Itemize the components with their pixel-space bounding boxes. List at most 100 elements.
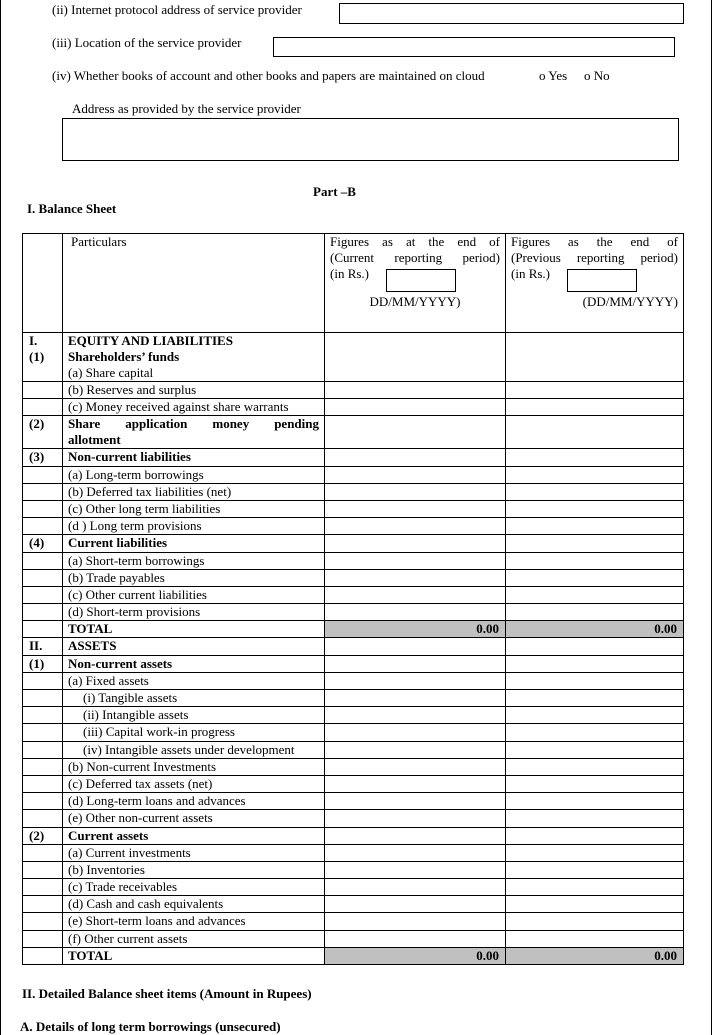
yes-radio[interactable]: o Yes	[539, 68, 568, 83]
previous-period-cell[interactable]: 0.00	[505, 620, 684, 639]
current-period-cell[interactable]	[324, 706, 506, 725]
row-number: (3)	[22, 448, 63, 467]
current-period-cell[interactable]	[324, 929, 506, 948]
previous-period-cell[interactable]	[505, 534, 684, 553]
current-period-cell[interactable]	[324, 499, 506, 519]
current-period-cell[interactable]	[324, 551, 506, 570]
table-row: (c) Deferred tax assets (net)	[22, 774, 684, 794]
previous-period-cell[interactable]	[505, 688, 684, 708]
address-field[interactable]	[62, 118, 679, 161]
previous-period-cell[interactable]	[505, 723, 684, 742]
particulars-text: (a) Share capital	[68, 365, 154, 380]
previous-period-cell[interactable]	[505, 757, 684, 776]
current-period-cell[interactable]	[324, 415, 506, 450]
current-period-cell[interactable]	[324, 654, 506, 673]
current-period-cell[interactable]	[324, 878, 506, 897]
section2-title: II. Detailed Balance sheet items (Amount…	[22, 986, 312, 1001]
ip-address-label: (ii) Internet protocol address of servic…	[52, 2, 302, 17]
particulars-text: allotment	[68, 432, 121, 448]
current-period-cell[interactable]	[324, 603, 506, 622]
current-period-cell[interactable]	[324, 792, 506, 811]
part-title: Part –B	[313, 184, 356, 199]
table-row: (iii) Capital work-in progress	[22, 723, 684, 742]
previous-period-cell[interactable]	[505, 398, 684, 417]
current-period-cell[interactable]	[324, 380, 506, 400]
row-number-text: (1)	[29, 349, 45, 364]
row-particulars: ASSETS	[62, 637, 325, 656]
current-period-cell[interactable]	[324, 688, 506, 708]
row-number	[22, 568, 63, 587]
ip-address-field[interactable]	[339, 3, 684, 24]
previous-period-cell[interactable]	[505, 568, 684, 587]
current-date-field[interactable]	[386, 269, 457, 292]
particulars-text: (b) Inventories	[68, 861, 145, 877]
current-period-cell[interactable]	[324, 895, 506, 914]
previous-period-cell[interactable]	[505, 415, 684, 450]
current-period-cell[interactable]	[324, 398, 506, 417]
previous-period-cell[interactable]	[505, 332, 684, 382]
current-period-cell[interactable]	[324, 671, 506, 691]
no-radio[interactable]: o No	[584, 68, 610, 83]
previous-period-cell[interactable]	[505, 465, 684, 484]
previous-period-cell[interactable]	[505, 774, 684, 794]
row-particulars: (c) Deferred tax assets (net)	[62, 774, 325, 794]
previous-period-cell[interactable]: 0.00	[505, 946, 684, 966]
current-period-cell[interactable]	[324, 637, 506, 656]
current-period-cell[interactable]	[324, 482, 506, 501]
current-period-cell[interactable]	[324, 757, 506, 776]
previous-period-cell[interactable]	[505, 809, 684, 828]
current-period-cell[interactable]	[324, 912, 506, 931]
location-field[interactable]	[273, 37, 675, 57]
row-number	[22, 929, 63, 948]
current-period-cell[interactable]	[324, 809, 506, 828]
current-period-cell[interactable]	[324, 826, 506, 845]
previous-period-cell[interactable]	[505, 860, 684, 880]
previous-date-field[interactable]	[567, 269, 638, 292]
previous-period-cell[interactable]	[505, 826, 684, 845]
previous-period-cell[interactable]	[505, 380, 684, 400]
particulars-text: Shareholders’ funds	[68, 349, 180, 364]
current-period-cell[interactable]: 0.00	[324, 620, 506, 639]
current-period-cell[interactable]	[324, 517, 506, 536]
previous-period-cell[interactable]	[505, 551, 684, 570]
previous-period-cell[interactable]	[505, 499, 684, 519]
current-period-cell[interactable]	[324, 723, 506, 742]
current-period-cell[interactable]	[324, 568, 506, 587]
previous-period-cell[interactable]	[505, 843, 684, 862]
current-period-cell[interactable]	[324, 740, 506, 759]
previous-period-cell[interactable]	[505, 740, 684, 759]
previous-period-cell[interactable]	[505, 603, 684, 622]
previous-period-cell[interactable]	[505, 637, 684, 656]
current-period-cell[interactable]	[324, 332, 506, 382]
current-period-cell[interactable]	[324, 774, 506, 794]
previous-period-cell[interactable]	[505, 929, 684, 948]
row-number-text: (2)	[29, 416, 45, 432]
current-period-cell[interactable]	[324, 585, 506, 605]
row-particulars: (e) Short-term loans and advances	[62, 912, 325, 931]
previous-period-cell[interactable]	[505, 895, 684, 914]
previous-period-cell[interactable]	[505, 517, 684, 536]
current-period-cell[interactable]: 0.00	[324, 946, 506, 966]
current-period-cell[interactable]	[324, 448, 506, 467]
current-period-cell[interactable]	[324, 465, 506, 484]
previous-period-cell[interactable]	[505, 878, 684, 897]
previous-period-cell[interactable]	[505, 912, 684, 931]
row-number	[22, 499, 63, 519]
current-period-cell[interactable]	[324, 860, 506, 880]
particulars-text: (b) Non-current Investments	[68, 758, 217, 774]
previous-period-cell[interactable]	[505, 671, 684, 691]
row-particulars: (d) Short-term provisions	[62, 603, 325, 622]
current-period-cell[interactable]	[324, 534, 506, 553]
previous-period-cell[interactable]	[505, 585, 684, 605]
header-previous-line2: (Previous reporting period)	[511, 250, 678, 265]
header-no	[22, 233, 63, 333]
row-particulars: (d ) Long term provisions	[62, 517, 325, 536]
previous-period-cell[interactable]	[505, 448, 684, 467]
section-title: I. Balance Sheet	[27, 201, 117, 216]
previous-period-cell[interactable]	[505, 706, 684, 725]
previous-period-cell[interactable]	[505, 654, 684, 673]
current-period-cell[interactable]	[324, 843, 506, 862]
particulars-text: Non-current assets	[68, 655, 173, 671]
previous-period-cell[interactable]	[505, 482, 684, 501]
previous-period-cell[interactable]	[505, 792, 684, 811]
